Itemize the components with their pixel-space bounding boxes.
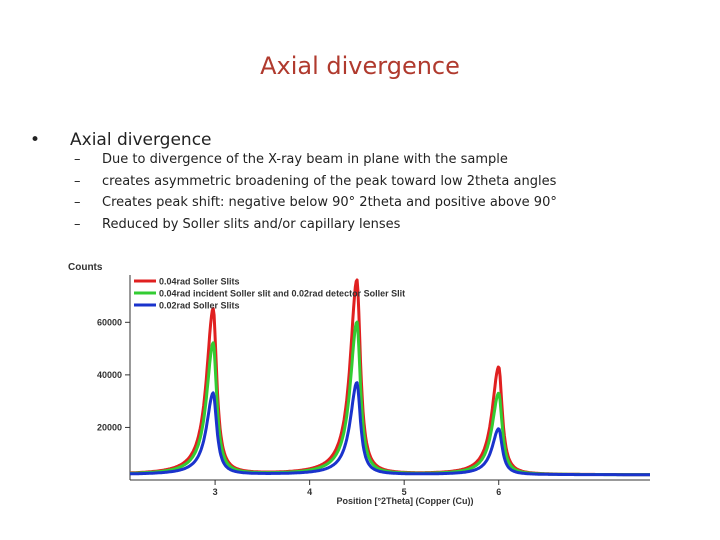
sub-bullet-text: Due to divergence of the X-ray beam in p… [102, 152, 508, 167]
axes-layer: 20000 40000 60000 3 4 5 6 [97, 275, 650, 497]
sub-bullet-marker: – [74, 152, 81, 167]
bullet-text: Axial divergence [70, 130, 212, 150]
legend: 0.04rad Soller Slits 0.04rad incident Sol… [134, 277, 405, 311]
slide-title: Axial divergence [260, 52, 460, 80]
bullet-marker: • [30, 130, 41, 150]
xrd-chart: 20000 40000 60000 3 4 5 6 0.04rad Soller Slits… [68, 262, 651, 506]
legend-label: 0.04rad Soller Slits [159, 277, 240, 287]
x-axis-label: Position [°2Theta] (Copper (Cu)) [336, 496, 473, 506]
sub-bullet-text: Reduced by Soller slits and/or capillary… [102, 216, 401, 232]
y-tick-label: 40000 [97, 370, 122, 380]
sub-bullet-text: creates asymmetric broadening of the pea… [102, 173, 557, 189]
y-tick-label: 20000 [97, 422, 122, 432]
sub-bullet-marker: – [74, 195, 81, 210]
sub-bullet-text: Creates peak shift: negative below 90° 2… [102, 195, 557, 210]
legend-label: 0.02rad Soller Slits [159, 301, 240, 311]
x-tick-label: 5 [402, 487, 407, 497]
y-tick-label: 60000 [97, 317, 122, 327]
x-tick-label: 3 [213, 487, 218, 497]
sub-bullet-marker: – [74, 216, 81, 232]
sub-bullet-marker: – [74, 173, 81, 189]
x-tick-label: 4 [307, 487, 312, 497]
series-line-2 [129, 381, 651, 477]
y-axis-label: Counts [68, 262, 103, 273]
legend-label: 0.04rad incident Soller slit and 0.02rad… [159, 289, 405, 299]
series-layer [129, 278, 651, 477]
x-tick-label: 6 [496, 487, 501, 497]
